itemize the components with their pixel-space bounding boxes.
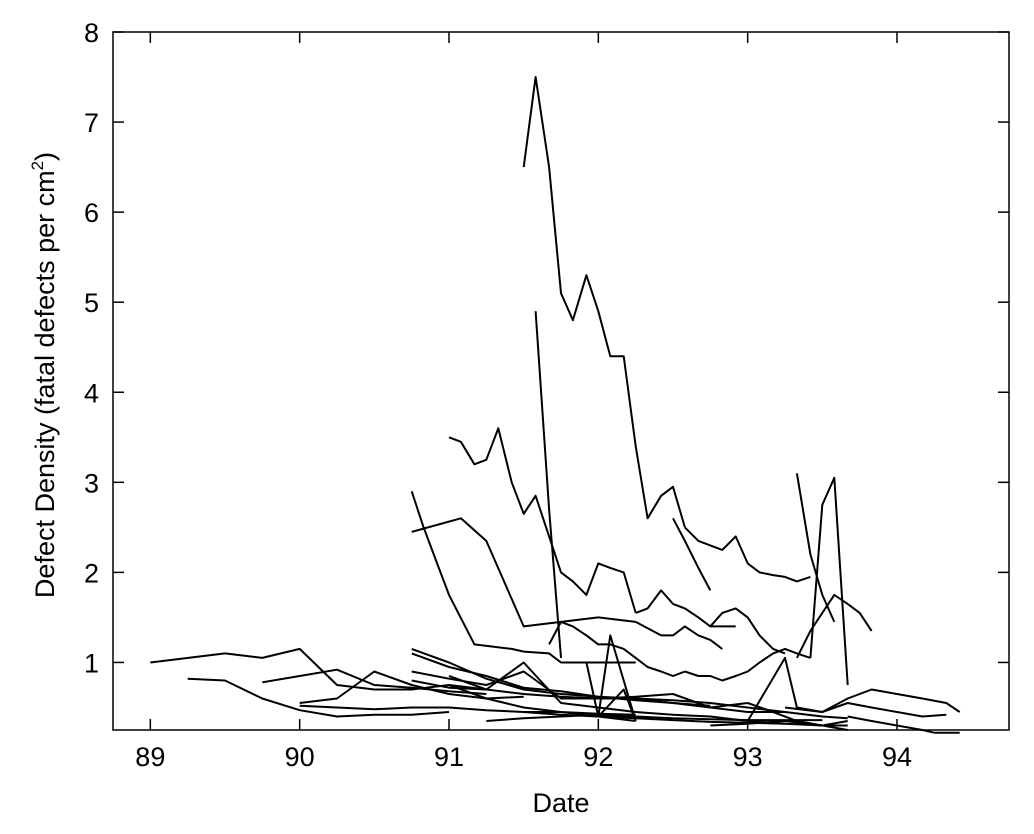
series-line-14 <box>548 620 686 677</box>
series-line-10 <box>672 517 712 591</box>
y-tick-label: 3 <box>84 468 99 498</box>
series-line-29 <box>523 711 848 727</box>
y-axis-title: Defect Density (fatal defects per cm2) <box>28 152 60 598</box>
y-axis-title-close: ) <box>30 152 60 161</box>
series-line-19 <box>262 668 487 695</box>
series-line-3 <box>448 427 637 614</box>
y-tick-label: 8 <box>84 18 99 48</box>
series-line-9 <box>534 311 562 658</box>
series-line-17 <box>150 647 487 691</box>
ticks-layer: 89 90 91 92 93 94 1 2 3 4 5 6 7 8 <box>84 18 1009 772</box>
y-tick-label: 5 <box>84 288 99 318</box>
axes <box>112 31 1010 731</box>
x-tick-label: 92 <box>583 742 613 772</box>
series-line-5 <box>411 517 636 628</box>
x-tick-label: 91 <box>434 742 464 772</box>
y-axis-title-superscript: 2 <box>28 161 47 170</box>
series-layer <box>150 76 961 734</box>
x-tick-label: 89 <box>135 742 165 772</box>
y-tick-label: 6 <box>84 198 99 228</box>
series-line-23 <box>411 652 785 713</box>
series-line-30 <box>597 634 637 722</box>
series-line-6 <box>635 621 723 650</box>
series-line-4 <box>635 589 736 628</box>
x-tick-label: 90 <box>285 742 315 772</box>
series-line-34 <box>847 715 960 734</box>
series-line-13 <box>796 593 873 659</box>
y-tick-label: 4 <box>84 378 99 408</box>
y-axis-title-main: Defect Density (fatal defects per cm <box>30 170 60 598</box>
series-line-2 <box>684 526 811 583</box>
series-line-31 <box>585 662 637 722</box>
x-tick-label: 93 <box>733 742 763 772</box>
series-line-1 <box>522 76 686 528</box>
series-line-15 <box>684 647 811 682</box>
series-line-8 <box>523 650 636 664</box>
plot-frame <box>112 31 1010 731</box>
y-tick-label: 1 <box>84 648 99 678</box>
series-line-16 <box>709 607 786 655</box>
series-line-35 <box>747 702 848 731</box>
series-line-28 <box>486 713 823 722</box>
x-tick-label: 94 <box>882 742 912 772</box>
y-tick-label: 2 <box>84 558 99 588</box>
y-tick-label: 7 <box>84 108 99 138</box>
x-axis-title: Date <box>532 788 589 818</box>
series-line-12 <box>809 476 849 686</box>
series-line-21 <box>299 704 636 716</box>
series-line-32 <box>746 656 961 722</box>
series-line-18 <box>187 677 450 718</box>
series-line-36 <box>710 720 848 727</box>
series-line-7 <box>410 490 524 653</box>
series-line-33 <box>784 702 947 718</box>
